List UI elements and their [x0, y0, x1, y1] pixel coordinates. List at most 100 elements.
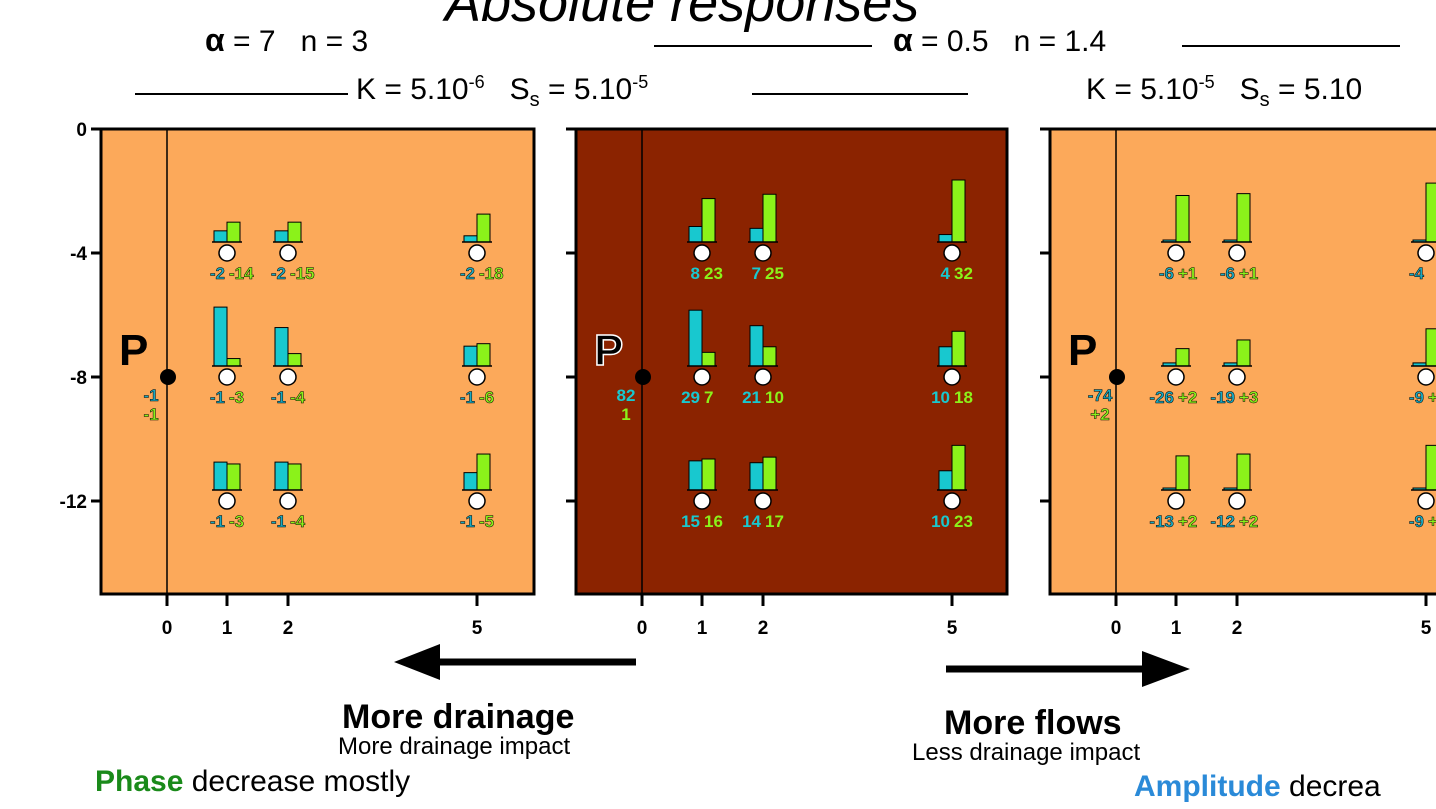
more-drainage-subcaption: More drainage impact: [338, 733, 571, 760]
pumping-phase-value: +2: [1090, 405, 1109, 424]
observation-point: [1228, 492, 1246, 510]
observation-point: [1167, 368, 1185, 386]
amplitude-bar: [749, 227, 764, 243]
amplitude-value: -4: [1409, 264, 1425, 283]
amplitude-bar: [463, 345, 478, 367]
phase-bar: [1175, 455, 1190, 491]
amplitude-value: -1: [210, 388, 225, 407]
more-flows-caption: More flows: [944, 704, 1122, 742]
x-tick-label: 0: [162, 618, 173, 639]
amplitude-value: -1: [271, 388, 286, 407]
amplitude-value: -9: [1409, 512, 1424, 531]
x-tick-label: 2: [283, 618, 294, 639]
y-tick-label: 0: [76, 120, 87, 141]
amplitude-rest: decrea: [1280, 770, 1381, 803]
phase-bar: [951, 330, 966, 367]
amplitude-value: -13: [1149, 512, 1174, 531]
phase-value: 25: [765, 264, 784, 283]
phase-value: -14: [229, 264, 254, 283]
observation-point: [943, 368, 961, 386]
flows-arrow: [946, 651, 1190, 687]
pumping-label: P: [594, 326, 623, 375]
phase-bar: [287, 353, 302, 367]
amplitude-bar: [213, 461, 228, 491]
amplitude-value: -2: [210, 264, 225, 283]
phase-value: -3: [229, 512, 244, 531]
observation-point: [693, 244, 711, 262]
phase-bar: [1236, 453, 1251, 491]
phase-bar: [762, 193, 777, 243]
amplitude-value: -12: [1210, 512, 1235, 531]
phase-bar: [701, 198, 716, 243]
x-tick-label: 1: [1171, 618, 1182, 639]
phase-value: -15: [290, 264, 315, 283]
panel-background: [99, 127, 536, 596]
more-flows-subcaption: Less drainage impact: [912, 739, 1141, 766]
phase-value: 18: [954, 388, 973, 407]
phase-value: +1: [1428, 512, 1436, 531]
observation-point: [279, 492, 297, 510]
y-tick-label: -12: [60, 492, 87, 513]
phase-bar: [226, 358, 241, 367]
phase-value: +2: [1178, 512, 1197, 531]
ss-exponent: -5: [632, 72, 649, 92]
phase-word: Phase: [95, 765, 184, 798]
amplitude-value: -6: [1220, 264, 1235, 283]
ss-subscript: s: [1259, 89, 1270, 111]
ss-subscript: s: [529, 89, 540, 111]
pumping-amplitude-value: -74: [1088, 386, 1113, 405]
phase-bar: [1425, 444, 1436, 491]
x-tick-label: 5: [1421, 618, 1432, 639]
k-text: K = 5.10: [1086, 73, 1199, 106]
pumping-amplitude-value: -1: [143, 386, 158, 405]
observation-point: [279, 368, 297, 386]
amplitude-bar: [938, 346, 953, 367]
ss-value: = 5.10: [1269, 73, 1363, 106]
phase-value: 16: [704, 512, 723, 531]
panel-right: 0125P-74+2-6+1-6+1-4-26+2-19+3-9+3-13+2-…: [1040, 127, 1436, 639]
phase-bar: [762, 456, 777, 491]
alpha-symbol: α: [893, 22, 913, 58]
pumping-phase-value: 1: [621, 405, 630, 424]
amplitude-value: -1: [460, 388, 475, 407]
diagram-title: Absolute responses: [445, 0, 920, 33]
phase-bar: [1175, 195, 1190, 243]
pumping-well-dot: [635, 369, 651, 385]
phase-bar: [1175, 348, 1190, 367]
amplitude-note: Amplitude decrea: [1134, 770, 1381, 804]
amplitude-value: -19: [1210, 388, 1235, 407]
observation-point: [1228, 368, 1246, 386]
amplitude-bar: [938, 234, 953, 243]
amplitude-value: 14: [742, 512, 761, 531]
amplitude-value: 8: [691, 264, 700, 283]
amplitude-value: 7: [752, 264, 761, 283]
x-tick-label: 5: [472, 618, 483, 639]
observation-point: [1417, 244, 1435, 262]
phase-value: +1: [1239, 264, 1258, 283]
phase-bar: [226, 463, 241, 491]
pumping-label: P: [1068, 326, 1097, 375]
observation-point: [218, 492, 236, 510]
amplitude-value: 10: [931, 512, 950, 531]
pumping-label: P: [119, 326, 148, 375]
panel-left: 0-4-8-120 1 2 5P-1-1-2 -14 -2 -15 -2 -18-1 -3 -1 -4…: [60, 120, 536, 639]
ss-text: S: [509, 73, 530, 106]
phase-value: 32: [954, 264, 973, 283]
x-tick-label: 0: [1111, 618, 1122, 639]
right-alpha-n-label: α = 0.5 n = 1.4: [893, 22, 1106, 59]
x-tick-label: 1: [222, 618, 233, 639]
observation-point: [1228, 244, 1246, 262]
ss-text: S: [1239, 73, 1260, 106]
phase-bar: [1236, 193, 1251, 243]
phase-value: -6: [479, 388, 494, 407]
phase-bar: [287, 463, 302, 491]
phase-value: +3: [1428, 388, 1436, 407]
drainage-arrow: [394, 644, 636, 680]
x-tick-label: 1: [697, 618, 708, 639]
pumping-phase-value: -1: [143, 405, 158, 424]
phase-bar: [1236, 339, 1251, 367]
observation-point: [1167, 492, 1185, 510]
